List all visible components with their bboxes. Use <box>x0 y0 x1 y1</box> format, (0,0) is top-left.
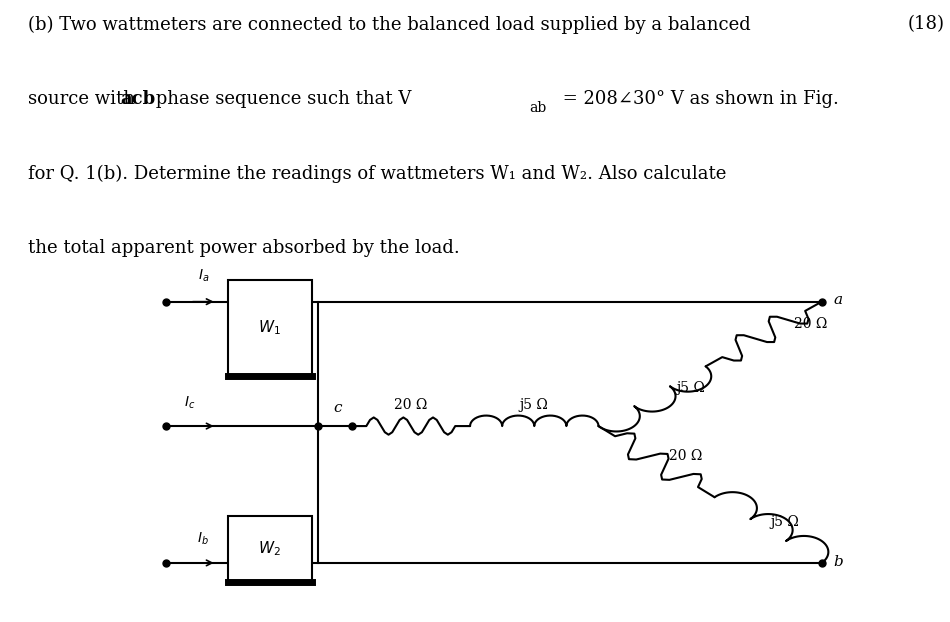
Text: source with: source with <box>28 90 142 108</box>
Text: ab: ab <box>529 101 546 116</box>
Bar <box>228 516 312 582</box>
Text: phase sequence such that V: phase sequence such that V <box>150 90 411 108</box>
Text: $W_2$: $W_2$ <box>258 539 281 559</box>
Text: a: a <box>833 294 843 307</box>
Text: j5 Ω: j5 Ω <box>520 398 549 412</box>
Text: $I_b$: $I_b$ <box>198 531 209 547</box>
Text: c: c <box>333 401 342 415</box>
Text: j5 Ω: j5 Ω <box>676 381 705 394</box>
Text: (18): (18) <box>907 16 944 34</box>
Bar <box>228 280 312 376</box>
Text: the total apparent power absorbed by the load.: the total apparent power absorbed by the… <box>28 239 460 258</box>
Text: for Q. 1(b). Determine the readings of wattmeters W₁ and W₂. Also calculate: for Q. 1(b). Determine the readings of w… <box>28 165 727 183</box>
Text: (b) Two wattmeters are connected to the balanced load supplied by a balanced: (b) Two wattmeters are connected to the … <box>28 16 751 34</box>
Text: $I_c$: $I_c$ <box>184 394 196 411</box>
Text: j5 Ω: j5 Ω <box>770 515 799 529</box>
Text: $I_a$: $I_a$ <box>198 268 209 284</box>
Text: 20 Ω: 20 Ω <box>793 317 826 331</box>
Text: 20 Ω: 20 Ω <box>394 398 428 412</box>
Text: acb: acb <box>121 90 156 108</box>
Text: $W_1$: $W_1$ <box>258 318 281 338</box>
Text: 20 Ω: 20 Ω <box>669 449 702 463</box>
Text: b: b <box>833 555 843 569</box>
Text: = 208∠30° V as shown in Fig.: = 208∠30° V as shown in Fig. <box>557 90 839 108</box>
